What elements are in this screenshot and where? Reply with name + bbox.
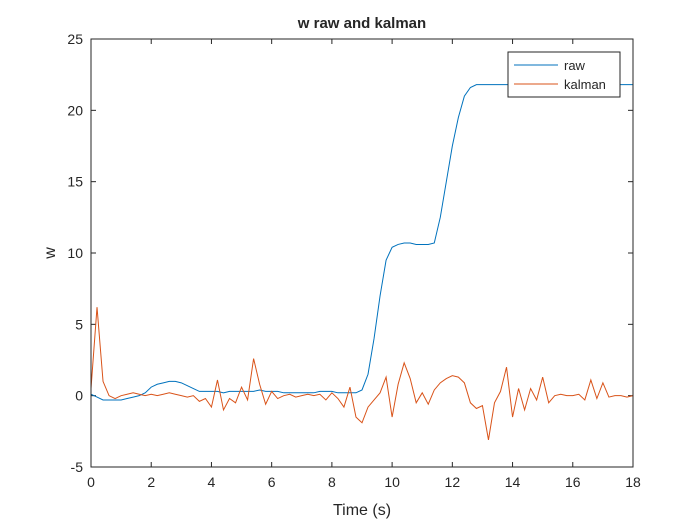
y-tick-label: 10 — [67, 245, 83, 261]
x-tick-label: 2 — [147, 474, 155, 490]
data-line — [90, 307, 634, 440]
x-tick-label: 18 — [625, 474, 641, 490]
x-tick-label: 12 — [445, 474, 461, 490]
legend-label: kalman — [564, 77, 606, 92]
x-tick-label: 14 — [505, 474, 521, 490]
x-tick-label: 8 — [328, 474, 336, 490]
chart-title: w raw and kalman — [297, 15, 426, 32]
y-tick-label: 5 — [75, 316, 83, 332]
y-tick-label: 20 — [67, 102, 83, 118]
y-tick-label: 0 — [75, 388, 83, 404]
plot-frame — [90, 38, 634, 468]
y-tick-label: -5 — [71, 459, 84, 475]
x-tick-label: 16 — [565, 474, 581, 490]
x-tick-label: 6 — [268, 474, 276, 490]
y-tick-label: 25 — [67, 31, 83, 47]
legend-label: raw — [564, 58, 586, 73]
x-tick-label: 4 — [208, 474, 216, 490]
legend-box — [507, 51, 621, 98]
y-axis-label: w — [42, 247, 59, 260]
legend: raw kalman — [507, 51, 621, 98]
y-tick-label: 15 — [67, 174, 83, 190]
x-tick-label: 10 — [384, 474, 400, 490]
x-axis-label: Time (s) — [333, 502, 391, 519]
x-tick-label: 0 — [87, 474, 95, 490]
